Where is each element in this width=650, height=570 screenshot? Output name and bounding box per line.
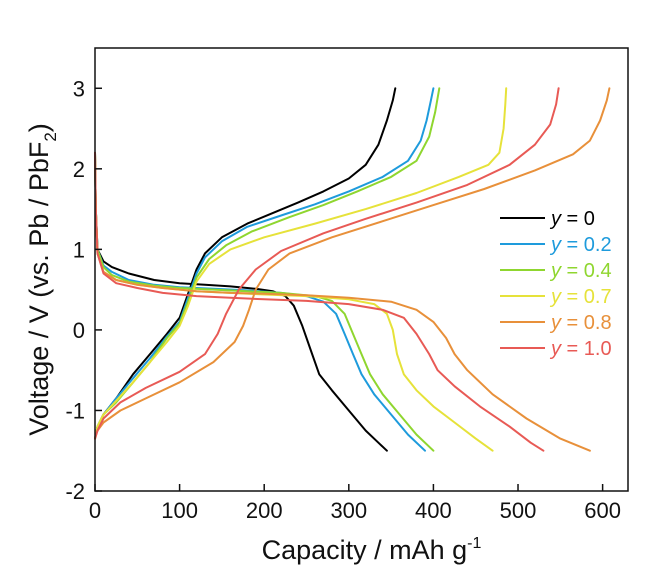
y-tick-label: -2 xyxy=(65,479,85,504)
series-line-4-discharge xyxy=(94,151,591,452)
x-tick-label: 600 xyxy=(584,498,621,523)
y-tick-label: 2 xyxy=(73,157,85,182)
series-line-1-discharge xyxy=(94,151,426,452)
series-line-2-discharge xyxy=(94,151,435,452)
legend-label-4: y = 0.8 xyxy=(549,312,612,334)
series-line-2-charge xyxy=(94,87,441,440)
legend: y = 0 y = 0.2 y = 0.4 y = 0.7 y = 0.8 y = 1.0 xyxy=(500,208,612,360)
plot-frame xyxy=(94,47,629,492)
y-tick-label: 1 xyxy=(73,237,85,262)
series-line-3-charge xyxy=(94,87,508,440)
legend-label-5: y = 1.0 xyxy=(549,338,612,360)
series-line-5-charge xyxy=(94,87,560,440)
series-line-0-charge xyxy=(94,87,397,440)
y-tick-label: 3 xyxy=(73,76,85,101)
series-layer xyxy=(94,87,611,452)
y-tick-label: 0 xyxy=(73,318,85,343)
x-tick-label: 300 xyxy=(330,498,367,523)
y-axis-label: Voltage / V (vs. Pb / PbF2) xyxy=(24,123,60,436)
x-tick-label: 0 xyxy=(89,498,101,523)
x-tick-label: 400 xyxy=(415,498,452,523)
x-tick-label: 500 xyxy=(500,498,537,523)
y-tick-label: -1 xyxy=(65,398,85,423)
x-axis-label: Capacity / mAh g-1 xyxy=(262,535,482,565)
series-line-0-discharge xyxy=(94,151,388,452)
series-line-1-charge xyxy=(94,87,435,440)
legend-label-2: y = 0.4 xyxy=(549,260,612,282)
series-line-4-charge xyxy=(94,87,611,440)
legend-label-3: y = 0.7 xyxy=(549,286,612,308)
axis-ticks: 0 100 200 300 400 500 600 -2 -1 0 1 2 3 xyxy=(65,76,621,523)
legend-label-1: y = 0.2 xyxy=(549,234,612,256)
x-tick-label: 200 xyxy=(246,498,283,523)
x-tick-label: 100 xyxy=(161,498,198,523)
legend-label-0: y = 0 xyxy=(549,208,595,230)
series-line-5-discharge xyxy=(94,151,545,452)
